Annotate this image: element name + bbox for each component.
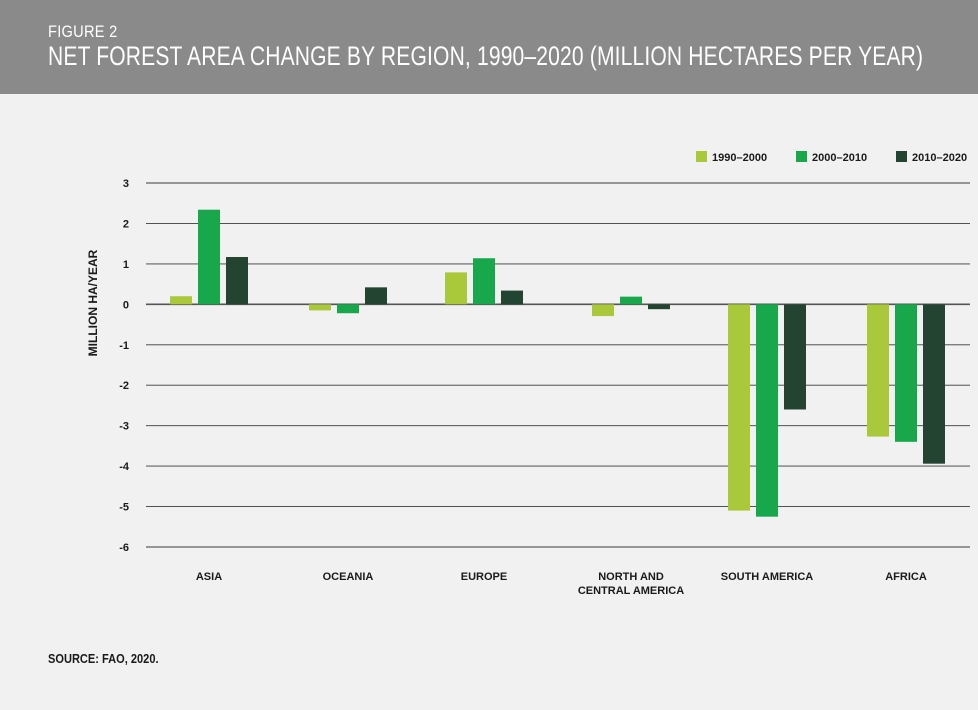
legend-swatch-2000-2010	[796, 151, 807, 162]
bar-europe-2000-2010	[473, 258, 495, 305]
bar-asia-2010-2020	[226, 257, 248, 305]
bar-oceania-2010-2020	[365, 287, 387, 305]
legend-label: 1990–2000	[712, 152, 767, 164]
bar-south-america-2010-2020	[784, 304, 806, 410]
bar-south-america-1990-2000	[728, 304, 750, 511]
bar-north-and-central-america-2010-2020	[648, 304, 670, 310]
legend-label: 2000–2010	[812, 152, 867, 164]
bar-south-america-2000-2010	[756, 304, 778, 517]
y-tick-label: -4	[119, 461, 130, 473]
bar-oceania-2000-2010	[337, 304, 359, 314]
y-axis-label: MILLION HA/YEAR	[86, 249, 100, 356]
gridlines	[146, 182, 970, 548]
legend-label: 2010–2020	[912, 152, 967, 164]
bar-europe-2010-2020	[501, 290, 523, 305]
figure-title: NET FOREST AREA CHANGE BY REGION, 1990–2…	[48, 41, 924, 71]
bar-north-and-central-america-1990-2000	[592, 304, 614, 317]
y-tick-label: -5	[119, 502, 129, 514]
bar-asia-2000-2010	[198, 209, 220, 305]
y-tick-label: -2	[119, 380, 129, 392]
x-category-label: SOUTH AMERICA	[721, 571, 814, 583]
bar-africa-2010-2020	[923, 304, 945, 464]
y-tick-label: 1	[123, 259, 129, 271]
x-category-label: ASIA	[196, 571, 222, 583]
y-tick-label: -3	[119, 421, 129, 433]
bar-asia-1990-2000	[170, 296, 192, 305]
y-tick-label: -1	[119, 340, 129, 352]
source-note: SOURCE: FAO, 2020.	[48, 651, 159, 666]
x-axis-labels: ASIA OCEANIA EUROPE NORTH AND CENTRAL AMERIC…	[196, 571, 927, 597]
x-category-label: CENTRAL AMERICA	[578, 585, 684, 597]
bar-oceania-1990-2000	[309, 304, 331, 311]
bar-africa-1990-2000	[867, 304, 889, 437]
bars	[170, 209, 945, 517]
x-category-label: AFRICA	[885, 571, 927, 583]
legend: 1990–2000 2000–2010 2010–2020	[696, 151, 967, 164]
figure-label: FIGURE 2	[48, 22, 118, 41]
y-tick-label: -6	[119, 542, 129, 554]
bar-europe-1990-2000	[445, 272, 467, 305]
chart-area: 1990–2000 2000–2010 2010–2020 3 2 1 0 -1 -2 -3 -4…	[86, 151, 970, 597]
legend-swatch-2010-2020	[896, 151, 907, 162]
bar-africa-2000-2010	[895, 304, 917, 442]
y-tick-label: 0	[123, 299, 129, 311]
figure-header: FIGURE 2 NET FOREST AREA CHANGE BY REGIO…	[0, 0, 978, 94]
y-tick-label: 3	[123, 178, 129, 190]
x-category-label: NORTH AND	[598, 571, 664, 583]
x-category-label: OCEANIA	[323, 571, 374, 583]
bar-north-and-central-america-2000-2010	[620, 296, 642, 305]
x-category-label: EUROPE	[461, 571, 507, 583]
legend-swatch-1990-2000	[696, 151, 707, 162]
y-axis-ticks: 3 2 1 0 -1 -2 -3 -4 -5 -6	[119, 178, 130, 554]
y-tick-label: 2	[123, 218, 129, 230]
